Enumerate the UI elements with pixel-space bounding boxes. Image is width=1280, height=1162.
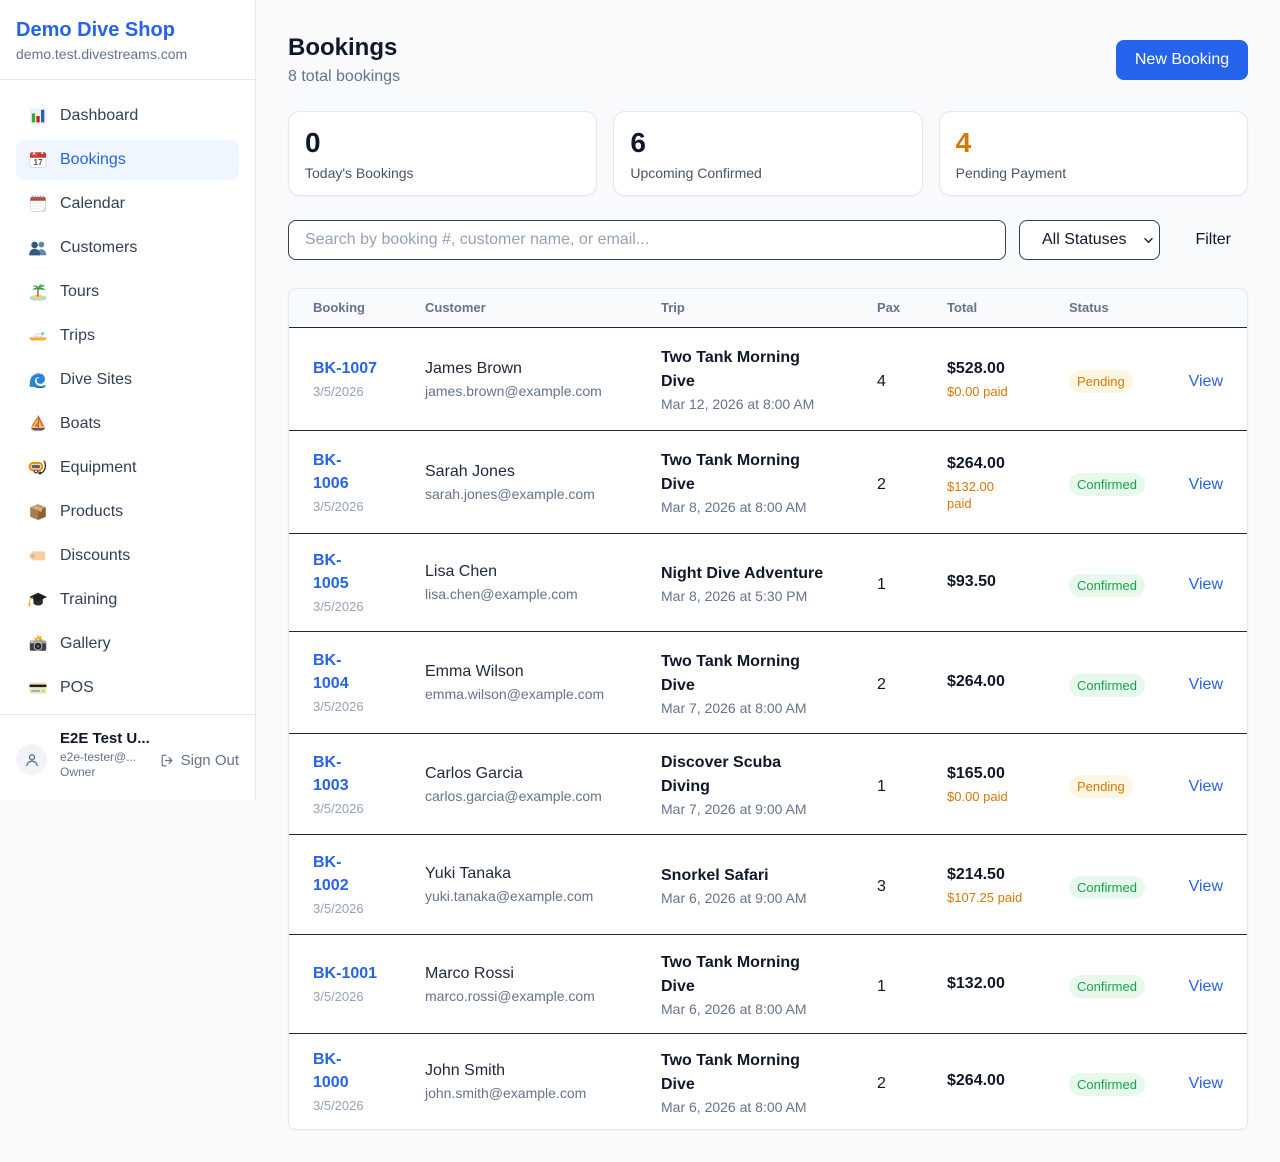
svg-text:17: 17 (34, 158, 44, 167)
